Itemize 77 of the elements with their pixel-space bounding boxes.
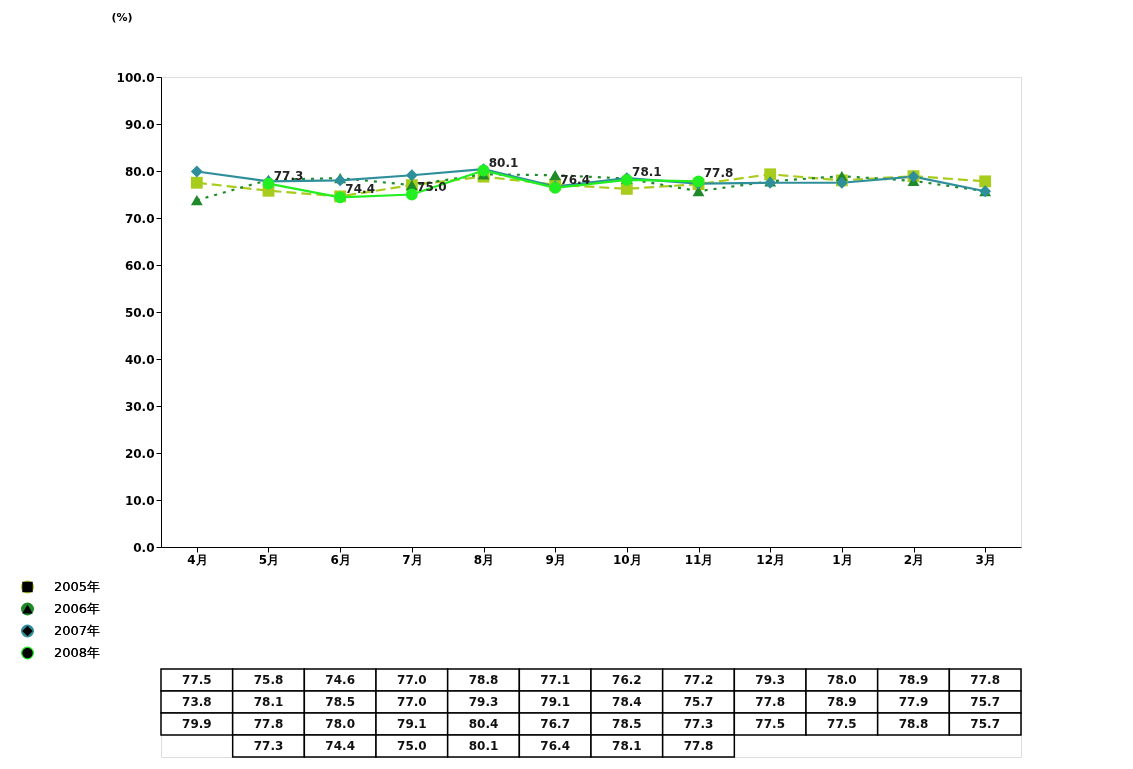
data-label: 75.7 (683, 695, 714, 709)
data-label: 78.4 (612, 695, 642, 709)
text: 76.4 (560, 172, 590, 187)
x-tick-label: 3月 (975, 552, 996, 567)
data-label: 78.5 (612, 717, 642, 731)
data-label: 78.0 (325, 717, 355, 731)
x-tick-label: 4月 (187, 552, 208, 567)
x-tick-label: 1月 (832, 552, 853, 567)
x-tick-label: 11月 (684, 552, 714, 567)
data-label: 77.8 (683, 739, 714, 753)
data-label: 78.8 (468, 673, 499, 687)
data-label: 77.3 (683, 717, 714, 731)
data-label: 77.8 (755, 695, 785, 709)
legend-label: 2005年 (54, 579, 101, 594)
data-label: 77.5 (755, 717, 785, 731)
y-tick-label: 90.0 (124, 117, 155, 132)
data-label: 75.7 (970, 695, 1000, 709)
data-label: 79.3 (755, 673, 785, 687)
data-label: 79.1 (397, 717, 427, 731)
legend-label: 2008年 (54, 645, 101, 660)
data-label: 80.4 (468, 717, 499, 731)
y-tick-label: 40.0 (124, 352, 155, 367)
x-tick-label: 10月 (612, 552, 642, 567)
x-tick-label: 2月 (903, 552, 925, 567)
x-tick-label: 7月 (402, 552, 423, 567)
text: 78.1 (632, 164, 662, 179)
data-label: 77.1 (540, 673, 570, 687)
legend-label: 2007年 (54, 623, 101, 638)
data-label: 77.5 (182, 673, 212, 687)
data-label: 78.0 (827, 673, 857, 687)
data-label: 78.1 (253, 695, 284, 709)
data-label: 78.1 (612, 739, 642, 753)
data-label: 76.4 (540, 739, 570, 753)
data-label: 78.9 (827, 695, 857, 709)
y-tick-label: 80.0 (124, 164, 155, 179)
y-tick-label: 60.0 (124, 258, 155, 273)
y-axis-title: (%) (111, 10, 133, 24)
x-tick-label: 8月 (473, 552, 495, 567)
y-tick-label: 30.0 (124, 399, 155, 414)
data-label: 77.0 (397, 673, 427, 687)
x-tick-label: 12月 (756, 552, 786, 567)
text: 74.4 (345, 182, 375, 197)
data-label: 79.1 (540, 695, 570, 709)
data-label: 80.1 (468, 739, 499, 753)
data-label: 75.7 (970, 717, 1000, 731)
data-label: 73.8 (182, 695, 212, 709)
data-label: 79.9 (182, 717, 212, 731)
data-label: 77.8 (253, 717, 284, 731)
data-label: 77.0 (397, 695, 427, 709)
data-label: 74.4 (325, 739, 355, 753)
data-label: 78.9 (898, 673, 929, 687)
data-label: 76.7 (540, 717, 570, 731)
data-label: 78.8 (898, 717, 929, 731)
y-tick-label: 20.0 (124, 446, 155, 461)
y-tick-label: 10.0 (124, 493, 155, 508)
data-label: 79.3 (468, 695, 499, 709)
data-label: 77.2 (683, 673, 714, 687)
y-tick-label: 70.0 (124, 211, 155, 226)
y-tick-label: 100.0 (116, 70, 155, 85)
data-label: 78.5 (325, 695, 355, 709)
x-tick-label: 9月 (545, 552, 566, 567)
y-tick-label: 0.0 (133, 540, 155, 555)
x-tick-label: 6月 (330, 552, 351, 567)
data-label: 77.5 (827, 717, 857, 731)
data-label: 77.8 (970, 673, 1000, 687)
y-tick-label: 50.0 (124, 305, 155, 320)
data-label: 75.0 (397, 739, 427, 753)
data-label: 77.9 (898, 695, 929, 709)
data-label: 74.6 (325, 673, 355, 687)
text: 80.1 (488, 155, 519, 170)
data-label: 76.2 (612, 673, 642, 687)
data-label: 75.8 (253, 673, 284, 687)
legend-label: 2006年 (54, 601, 101, 616)
x-tick-label: 5月 (258, 552, 280, 567)
data-label: 77.3 (253, 739, 284, 753)
text: 77.8 (703, 166, 734, 181)
text: 77.3 (273, 168, 304, 183)
